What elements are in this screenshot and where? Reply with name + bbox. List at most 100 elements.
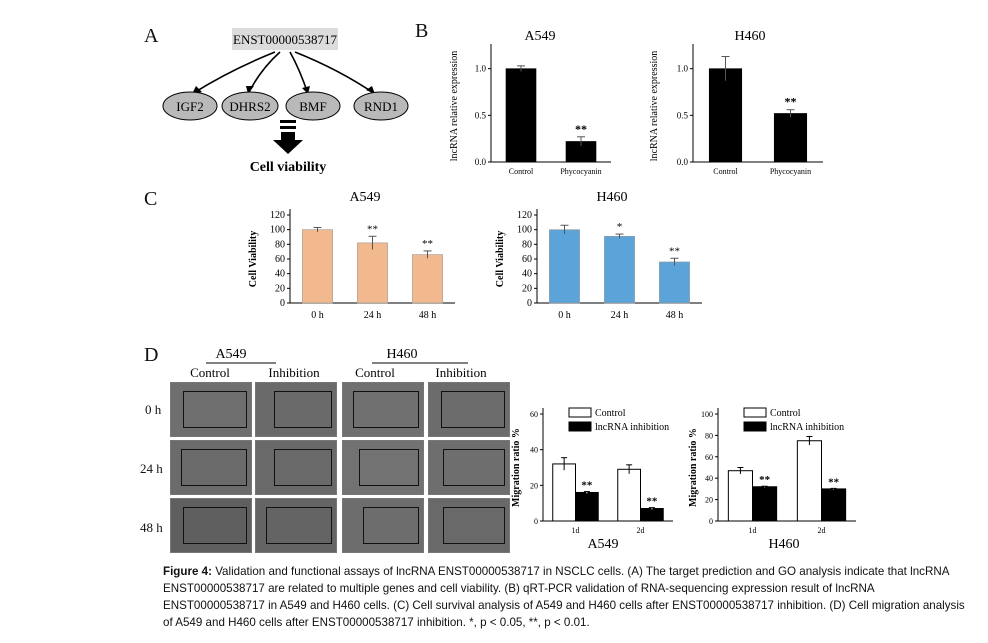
bar bbox=[505, 68, 537, 163]
x-tick-label: Control bbox=[509, 167, 534, 176]
significance-marker: ** bbox=[575, 122, 587, 136]
legend-swatch bbox=[743, 407, 767, 418]
y-axis-label: lncRNA relative expression bbox=[649, 51, 660, 162]
bar bbox=[617, 468, 641, 522]
significance-marker: * bbox=[617, 221, 623, 233]
x-tick-label: 24 h bbox=[364, 310, 382, 321]
x-tick-label: 48 h bbox=[419, 310, 437, 321]
y-tick-label: 40 bbox=[705, 474, 713, 483]
legend-swatch bbox=[568, 407, 592, 418]
legend-label: Control bbox=[770, 408, 801, 419]
y-tick-label: 40 bbox=[530, 446, 538, 455]
bar bbox=[708, 68, 743, 163]
y-tick-label: 0.0 bbox=[475, 157, 487, 167]
y-tick-label: 1.0 bbox=[677, 64, 689, 74]
significance-marker: ** bbox=[646, 496, 658, 508]
panel-c-letter: C bbox=[144, 188, 158, 210]
x-tick-label: Phycocyanin bbox=[770, 167, 811, 176]
chart-b-h460: H460 lncRNA relative expression 0.0 0.5 1.0 C… bbox=[649, 29, 823, 176]
chart-b-a549: A549 lncRNA relative expression 0.0 0.5 1.0 C… bbox=[449, 29, 611, 176]
timepoint-label: 24 h bbox=[140, 461, 163, 476]
legend-swatch bbox=[568, 421, 592, 432]
gene-rnd1-node bbox=[353, 91, 409, 121]
arrow-igf2 bbox=[191, 51, 276, 95]
y-axis-label: Migration ratio % bbox=[511, 428, 522, 507]
chart-title: A549 bbox=[349, 190, 380, 205]
timepoint-label: 0 h bbox=[145, 402, 162, 417]
gene-label: RND1 bbox=[364, 99, 398, 114]
micro-header: A549 H460 Control Inhibition Control Inh… bbox=[190, 347, 487, 380]
y-tick-label: 0 bbox=[534, 517, 538, 526]
arrow-dhrs2 bbox=[247, 51, 281, 95]
y-tick-label: 80 bbox=[705, 431, 713, 440]
y-tick-label: 40 bbox=[275, 269, 285, 280]
y-tick-label: 20 bbox=[530, 481, 538, 490]
x-tick-label: 48 h bbox=[666, 310, 684, 321]
condition-label: Control bbox=[355, 365, 395, 380]
y-axis-label: lncRNA relative expression bbox=[449, 51, 460, 162]
caption-text: Validation and functional assays of lncR… bbox=[163, 565, 965, 629]
bar bbox=[773, 113, 808, 163]
micrograph-a549-inhibition-48h bbox=[255, 498, 337, 553]
panel-a-letter: A bbox=[144, 25, 159, 47]
y-tick-label: 100 bbox=[270, 225, 285, 236]
condition-label: Inhibition bbox=[435, 365, 487, 380]
micrograph-a549-control-0h bbox=[170, 382, 252, 437]
x-tick-label: Control bbox=[713, 167, 738, 176]
significance-marker: ** bbox=[422, 238, 433, 250]
legend-swatch bbox=[743, 421, 767, 432]
lncrna-label: ENST00000538717 bbox=[233, 32, 338, 47]
gene-label: IGF2 bbox=[176, 99, 203, 114]
bar bbox=[727, 470, 753, 522]
chart-d-a549: A549 Migration ratio % 0 20 40 60 ** 1d ** 2d Cont… bbox=[511, 407, 673, 552]
bar bbox=[752, 486, 778, 522]
gene-igf2-node bbox=[162, 91, 218, 121]
significance-marker: ** bbox=[669, 245, 680, 257]
micrograph-h460-inhibition-0h bbox=[428, 382, 510, 437]
chart-title: A549 bbox=[587, 537, 618, 552]
x-tick-label: Phycocyanin bbox=[560, 167, 601, 176]
bar bbox=[357, 242, 388, 304]
bar bbox=[821, 488, 847, 522]
outcome-label: Cell viability bbox=[250, 160, 327, 175]
significance-marker: ** bbox=[759, 474, 771, 486]
y-tick-label: 0.0 bbox=[677, 157, 689, 167]
bar bbox=[412, 254, 443, 304]
y-tick-label: 0.5 bbox=[475, 110, 487, 120]
significance-marker: ** bbox=[367, 223, 378, 235]
x-tick-label: 2d bbox=[637, 526, 645, 535]
y-tick-label: 1.0 bbox=[475, 64, 487, 74]
y-axis-label: Migration ratio % bbox=[688, 428, 699, 507]
bar bbox=[302, 229, 333, 304]
chart-c-a549: A549 Cell Viability 0 20 40 60 80 100 120 0 h ** 24… bbox=[248, 190, 455, 321]
chart-title: H460 bbox=[768, 537, 799, 552]
legend-label: lncRNA inhibition bbox=[770, 422, 844, 433]
gene-label: DHRS2 bbox=[229, 99, 270, 114]
bar bbox=[604, 235, 635, 304]
y-tick-label: 20 bbox=[705, 496, 713, 505]
micrograph-a549-control-24h bbox=[170, 440, 252, 495]
chart-c-h460: H460 Cell Viability 0 20 40 60 80 100 120 0 h * 24 … bbox=[495, 190, 702, 321]
bar bbox=[640, 508, 664, 522]
gene-label: BMF bbox=[299, 99, 326, 114]
y-tick-label: 80 bbox=[522, 239, 532, 250]
y-tick-label: 60 bbox=[522, 254, 532, 265]
y-tick-label: 60 bbox=[705, 453, 713, 462]
chart-title: H460 bbox=[734, 29, 765, 44]
group-label-a549: A549 bbox=[215, 347, 246, 362]
y-axis-label: Cell Viability bbox=[495, 231, 506, 287]
figure-caption: Figure 4: Validation and functional assa… bbox=[163, 563, 968, 631]
y-axis-label: Cell Viability bbox=[248, 231, 259, 287]
micrograph-h460-control-24h bbox=[342, 440, 424, 495]
y-tick-label: 80 bbox=[275, 239, 285, 250]
legend-label: Control bbox=[595, 408, 626, 419]
y-tick-label: 0 bbox=[527, 298, 532, 309]
chart-d-h460: H460 Migration ratio % 0 20 40 60 80 100 ** 1d ** 2… bbox=[688, 407, 856, 552]
x-tick-label: 1d bbox=[749, 526, 757, 535]
condition-label: Inhibition bbox=[268, 365, 320, 380]
micrograph-h460-inhibition-24h bbox=[428, 440, 510, 495]
panel-a-diagram: ENST00000538717 IGF2 DHRS2 BMF RND1 Cell… bbox=[162, 28, 409, 175]
group-label-h460: H460 bbox=[386, 347, 417, 362]
lncrna-box bbox=[232, 28, 338, 50]
significance-marker: ** bbox=[581, 480, 593, 492]
